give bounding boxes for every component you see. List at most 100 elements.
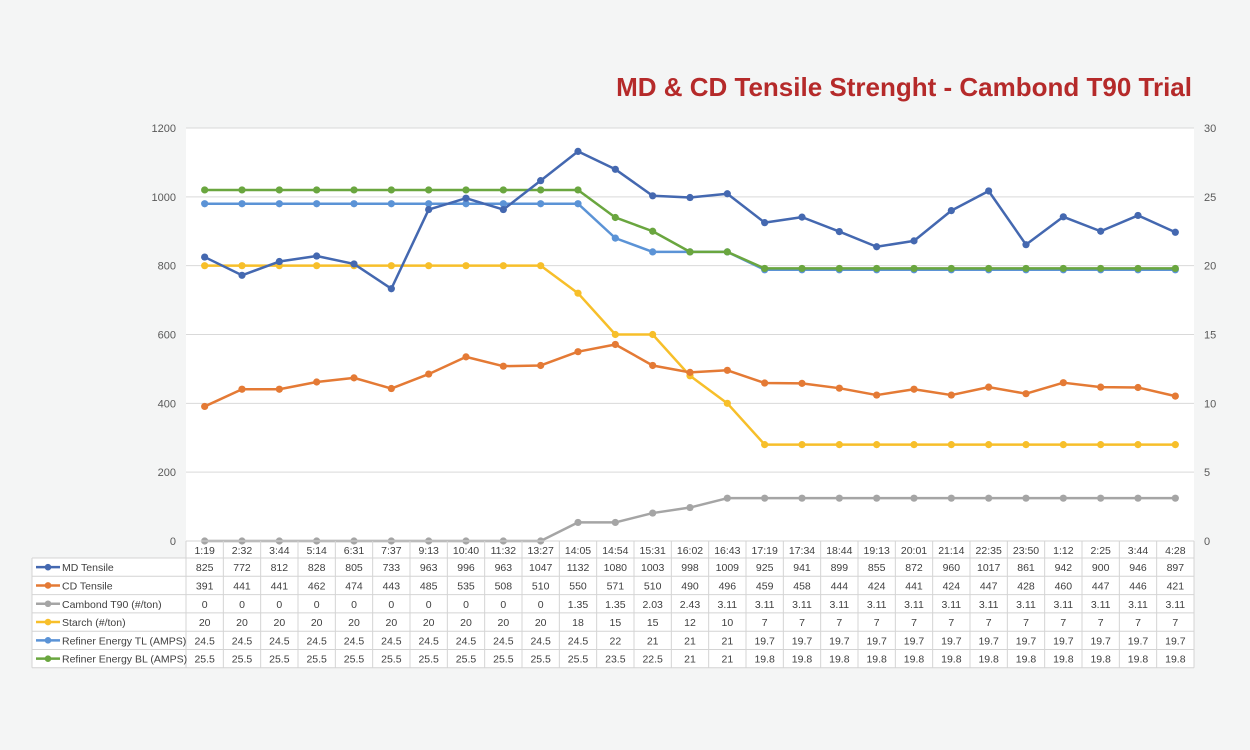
data-point [387, 186, 395, 194]
table-cell: 19.7 [941, 635, 962, 647]
table-cell: 25.5 [568, 654, 589, 666]
table-cell: 444 [831, 580, 849, 592]
table-cell: 1003 [641, 562, 665, 574]
table-cell: 3.11 [979, 599, 999, 611]
table-cell: 861 [1017, 562, 1035, 574]
data-point [873, 494, 881, 502]
table-cell: 510 [532, 580, 550, 592]
table-cell: 3.11 [829, 599, 849, 611]
table-cell: 25.5 [530, 654, 551, 666]
table-cell: 24.5 [568, 635, 589, 647]
table-cell: 20 [497, 617, 509, 629]
table-cell: 2.03 [642, 599, 663, 611]
data-point [387, 285, 395, 293]
y-right-tick-label: 25 [1204, 192, 1216, 204]
table-cell: 24.5 [194, 635, 215, 647]
data-point [1022, 390, 1030, 398]
data-point [686, 368, 694, 376]
table-cell: 20 [385, 617, 397, 629]
table-cell: 15 [647, 617, 659, 629]
data-point [649, 330, 657, 339]
table-cell: 3.11 [1053, 599, 1073, 611]
y-right-tick-label: 30 [1204, 123, 1216, 135]
table-cell: 0 [351, 599, 357, 611]
table-cell: 24.5 [344, 635, 365, 647]
data-point [499, 205, 507, 214]
data-point [1171, 441, 1179, 449]
x-category-label: 20:01 [901, 545, 927, 557]
table-cell: 1080 [604, 562, 628, 574]
data-point [611, 213, 619, 222]
data-point [1059, 494, 1067, 502]
data-point [425, 370, 433, 378]
table-cell: 458 [793, 580, 811, 592]
table-cell: 24.5 [306, 635, 327, 647]
data-point [611, 340, 619, 349]
data-point [499, 262, 507, 270]
chart-title: MD & CD Tensile Strenght - Cambond T90 T… [616, 72, 1192, 102]
table-cell: 3.11 [1091, 599, 1111, 611]
data-point [873, 391, 881, 399]
table-cell: 25.5 [194, 654, 215, 666]
table-cell: 825 [196, 562, 214, 574]
data-point [1134, 211, 1142, 220]
table-cell: 7 [836, 617, 842, 629]
data-point [1097, 227, 1105, 235]
table-cell: 535 [457, 580, 475, 592]
table-cell: 20 [273, 617, 285, 629]
y-left-tick-label: 400 [158, 398, 176, 410]
data-point [985, 383, 993, 391]
table-cell: 1.35 [605, 599, 626, 611]
data-point [835, 384, 843, 392]
data-point [873, 243, 881, 251]
table-cell: 19.8 [829, 654, 850, 666]
table-cell: 7 [948, 617, 954, 629]
x-category-label: 22:35 [976, 545, 1002, 557]
table-cell: 19.8 [1128, 654, 1149, 666]
data-point [873, 264, 881, 273]
table-cell: 812 [271, 562, 289, 574]
table-cell: 20 [348, 617, 360, 629]
x-category-label: 16:02 [677, 545, 703, 557]
table-cell: 925 [756, 562, 774, 574]
table-cell: 996 [457, 562, 475, 574]
x-category-label: 21:14 [938, 545, 964, 557]
y-right-tick-label: 15 [1204, 330, 1216, 342]
data-point [723, 190, 731, 198]
data-point [1059, 379, 1067, 387]
table-cell: 942 [1055, 562, 1073, 574]
data-point [462, 186, 470, 194]
table-cell: 490 [681, 580, 699, 592]
data-point [686, 248, 694, 256]
table-cell: 0 [463, 599, 469, 611]
table-cell: 0 [538, 599, 544, 611]
table-cell: 19.8 [1090, 654, 1111, 666]
data-point [1022, 241, 1030, 249]
legend-label: Cambond T90 (#/ton) [62, 599, 162, 611]
x-category-label: 17:19 [752, 545, 778, 557]
table-cell: 474 [345, 580, 363, 592]
table-cell: 0 [314, 599, 320, 611]
data-point [910, 494, 918, 502]
x-category-label: 7:37 [381, 545, 402, 557]
x-category-label: 19:13 [864, 545, 890, 557]
table-cell: 946 [1129, 562, 1147, 574]
legend-label: MD Tensile [62, 562, 114, 574]
table-cell: 3.11 [1016, 599, 1036, 611]
table-cell: 462 [308, 580, 326, 592]
table-cell: 19.8 [978, 654, 999, 666]
data-point [1097, 264, 1105, 273]
table-cell: 510 [644, 580, 662, 592]
table-cell: 855 [868, 562, 886, 574]
data-point [1171, 264, 1179, 273]
table-cell: 3.11 [755, 599, 775, 611]
data-point [313, 262, 321, 270]
table-cell: 441 [271, 580, 289, 592]
table-cell: 19.7 [1016, 635, 1037, 647]
table-cell: 3.11 [904, 599, 924, 611]
table-cell: 19.7 [754, 635, 775, 647]
table-cell: 19.8 [1053, 654, 1074, 666]
table-cell: 1009 [716, 562, 740, 574]
data-point [574, 147, 582, 156]
data-point [275, 200, 283, 208]
